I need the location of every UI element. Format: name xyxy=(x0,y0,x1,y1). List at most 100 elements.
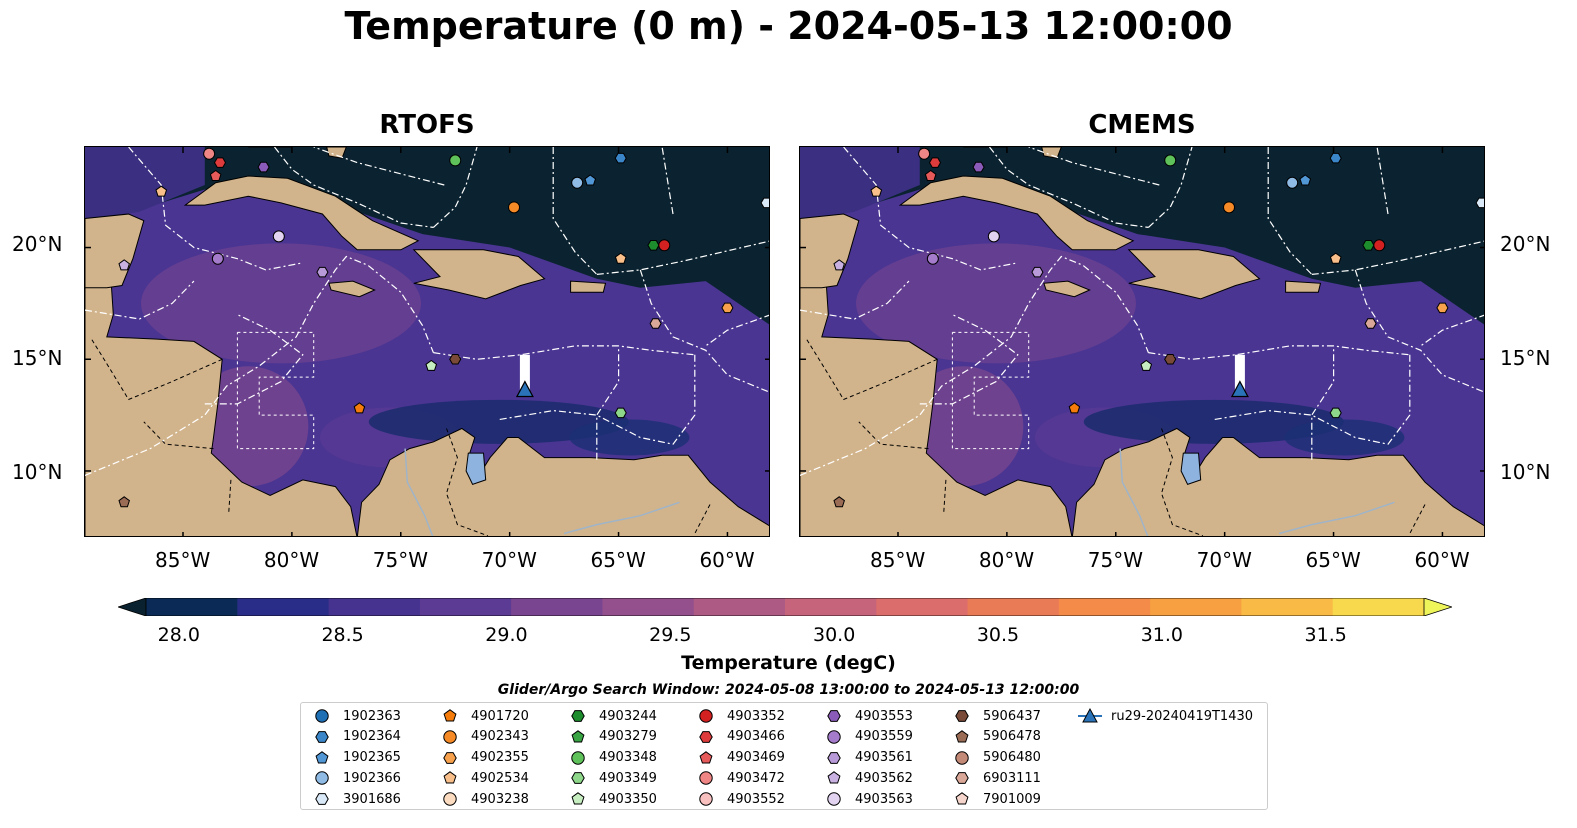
lat-label-left-15: 15°N xyxy=(12,346,63,370)
landmass xyxy=(412,249,546,300)
colorbar-tick-label: 31.0 xyxy=(1140,624,1183,646)
legend-item: 5906480 xyxy=(949,748,1041,768)
legend-marker xyxy=(699,771,713,786)
legend-item: 5906478 xyxy=(949,727,1041,747)
legend-item: 4902534 xyxy=(437,768,529,788)
legend-item: 4903352 xyxy=(693,706,785,726)
argo-float-marker xyxy=(203,147,216,160)
legend-label: 4903562 xyxy=(855,770,913,786)
eez-boundary xyxy=(313,147,445,186)
legend-marker-icon xyxy=(315,793,329,806)
legend-marker-icon xyxy=(699,709,713,723)
legend-marker xyxy=(955,772,969,785)
lon-label: 60°W xyxy=(1414,548,1470,572)
eez-boundary xyxy=(85,280,195,320)
argo-float-marker xyxy=(1068,402,1081,414)
argo-float-marker xyxy=(918,147,931,160)
legend-item: 4903559 xyxy=(821,727,913,747)
legend-marker xyxy=(827,792,841,806)
colorbar-tick-label: 28.5 xyxy=(321,624,364,646)
argo-float-marker xyxy=(213,157,227,168)
legend-item: 4903350 xyxy=(565,789,657,809)
legend-label: ru29-20240419T1430 xyxy=(1111,708,1254,724)
legend-marker xyxy=(571,710,585,722)
eez-boundary xyxy=(1267,147,1313,275)
legend-marker xyxy=(699,730,713,743)
glider-position-marker[interactable] xyxy=(1230,380,1249,398)
colorbar-over-arrow xyxy=(1423,597,1454,617)
legend-item: 4902355 xyxy=(437,748,529,768)
legend-marker-icon xyxy=(699,730,713,743)
legend-label: 4903472 xyxy=(727,770,785,786)
legend-marker xyxy=(955,792,969,805)
legend-marker-icon xyxy=(1078,707,1102,723)
colorbar-segment xyxy=(967,598,1060,616)
legend-marker-icon xyxy=(443,792,457,806)
legend-label: 4902343 xyxy=(471,729,529,745)
argo-float-marker xyxy=(1329,152,1342,164)
legend-label: 3901686 xyxy=(343,791,401,807)
landmass xyxy=(85,280,358,536)
legend-marker-icon xyxy=(315,709,329,723)
legend-label: 1902365 xyxy=(343,750,401,766)
legend-marker-icon xyxy=(571,750,585,765)
argo-float-marker xyxy=(209,169,222,181)
legend-marker-icon xyxy=(443,751,457,764)
legend-marker-icon xyxy=(699,750,713,764)
legend-label: 4903466 xyxy=(727,729,785,745)
legend-marker xyxy=(827,730,841,744)
colorbar xyxy=(116,597,1454,617)
legend-item: 4901720 xyxy=(437,706,529,726)
colorbar-segment xyxy=(1150,598,1242,616)
legend-label: 1902363 xyxy=(343,708,401,724)
map-panel-cmems[interactable] xyxy=(799,146,1485,537)
eez-boundary xyxy=(128,147,301,271)
legend-label: 4903349 xyxy=(599,770,657,786)
legend-item: 4902343 xyxy=(437,727,529,747)
panel-title-rtofs: RTOFS xyxy=(379,110,475,140)
eez-boundary xyxy=(552,147,598,275)
landmass xyxy=(570,280,607,293)
legend-label: 5906478 xyxy=(983,729,1041,745)
legend-marker-icon xyxy=(571,772,585,785)
colorbar-segment xyxy=(1332,598,1425,616)
eez-boundary xyxy=(989,147,1149,228)
legend-item: 4903349 xyxy=(565,768,657,788)
colorbar-segment xyxy=(328,598,421,616)
legend-marker xyxy=(827,710,841,722)
colorbar-tick-label: 29.0 xyxy=(485,624,528,646)
argo-float-marker xyxy=(571,176,584,189)
landmass xyxy=(1071,427,1484,536)
legend-label: 6903111 xyxy=(983,770,1041,786)
legend-label: 4903244 xyxy=(599,708,657,724)
eez-boundary xyxy=(843,147,1016,271)
argo-float-marker xyxy=(1031,266,1044,278)
argo-float-marker xyxy=(1475,197,1484,209)
legend-marker xyxy=(571,729,585,743)
glider-position-marker[interactable] xyxy=(515,380,534,398)
legend-item: 4903563 xyxy=(821,789,913,809)
legend-marker-icon xyxy=(443,771,457,784)
argo-float-marker xyxy=(118,496,130,508)
legend-marker xyxy=(571,792,585,805)
legend-label: 4901720 xyxy=(471,708,529,724)
legend-marker xyxy=(315,730,329,743)
legend-label: 4903469 xyxy=(727,750,785,766)
map-panel-rtofs[interactable] xyxy=(84,146,770,537)
legend-marker xyxy=(827,771,841,784)
legend-label: 4903561 xyxy=(855,750,913,766)
colorbar-bar xyxy=(116,597,1454,617)
legend-item: 4903553 xyxy=(821,706,913,726)
legend-label: 1902364 xyxy=(343,729,401,745)
eez-boundary xyxy=(274,147,434,228)
eez-boundary xyxy=(1376,147,1389,215)
legend-marker-icon xyxy=(827,751,841,764)
legend-item: 5906437 xyxy=(949,706,1041,726)
legend-item: 1902364 xyxy=(309,727,401,747)
legend-marker-icon xyxy=(955,710,969,722)
legend-marker xyxy=(315,793,329,806)
landmass xyxy=(85,213,145,289)
argo-float-marker xyxy=(1362,240,1375,251)
legend-marker xyxy=(827,751,841,764)
eez-boundary xyxy=(1420,314,1484,347)
